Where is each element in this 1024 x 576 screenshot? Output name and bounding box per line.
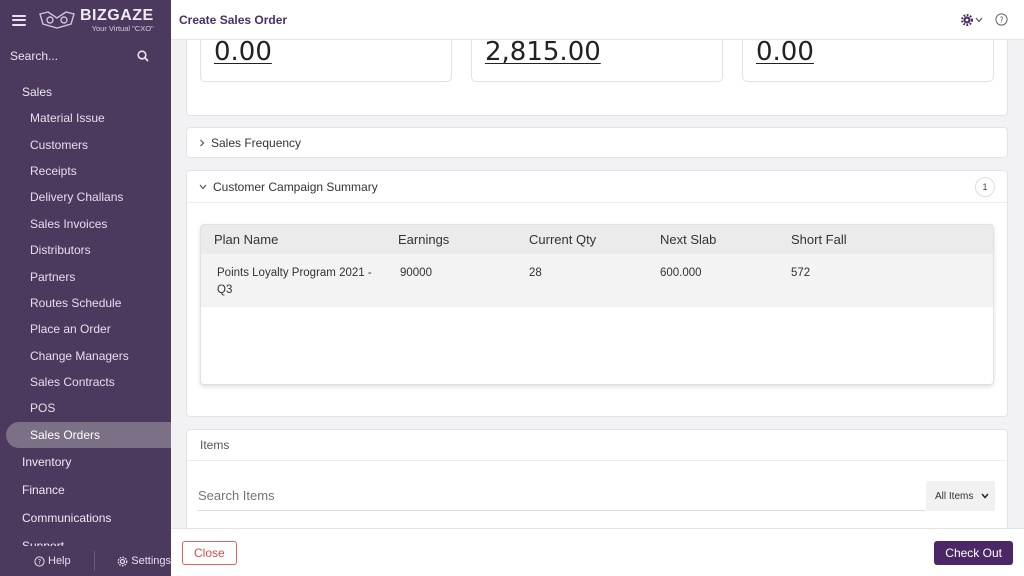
sidebar-item-sales-contracts[interactable]: Sales Contracts [30, 375, 115, 390]
help-icon[interactable]: ? [995, 13, 1008, 26]
settings-dropdown[interactable] [961, 13, 983, 26]
brand-logo[interactable]: BIZGAZE Your Virtual "CXO" [38, 6, 154, 33]
sidebar-section-finance[interactable]: Finance [22, 483, 65, 498]
search-items-input[interactable] [198, 481, 926, 511]
sidebar-item-pos[interactable]: POS [30, 401, 56, 416]
main-content: 0.00 2,815.00 0.00 Sales Frequency Custo… [171, 40, 1024, 528]
svg-text:?: ? [999, 15, 1003, 24]
sidebar-section-communications[interactable]: Communications [22, 511, 112, 526]
sales-frequency-section[interactable]: Sales Frequency [186, 127, 1008, 158]
chevron-right-icon [200, 139, 205, 146]
campaign-count-badge: 1 [975, 176, 995, 197]
owl-logo-icon [39, 11, 75, 29]
sidebar-item-distributors[interactable]: Distributors [30, 243, 91, 258]
help-icon: ? [34, 555, 45, 567]
close-button[interactable]: Close [182, 540, 237, 565]
action-footer: Close Check Out [171, 528, 1024, 576]
sidebar-footer: ? Help Settings [0, 546, 171, 576]
brand-name: BIZGAZE [80, 6, 154, 24]
sidebar-section-sales[interactable]: Sales [22, 84, 53, 99]
column-header-current-qty[interactable]: Current Qty [529, 232, 597, 247]
sidebar-section-inventory[interactable]: Inventory [22, 455, 72, 470]
check-out-button[interactable]: Check Out [934, 540, 1013, 565]
gear-icon [961, 13, 973, 26]
sidebar-search-input[interactable]: Search... [10, 49, 59, 63]
sidebar-search[interactable]: Search... [0, 40, 171, 72]
sidebar-item-delivery-challans[interactable]: Delivery Challans [30, 190, 124, 205]
campaign-table: Plan Name Earnings Current Qty Next Slab… [200, 224, 994, 385]
campaign-section-label: Customer Campaign Summary [213, 179, 378, 194]
chevron-down-icon [981, 493, 989, 499]
stat-tile: 2,815.00 [471, 40, 723, 82]
column-header-short-fall[interactable]: Short Fall [791, 232, 847, 247]
header-tools: ? [961, 13, 1008, 26]
sidebar-item-receipts[interactable]: Receipts [30, 163, 77, 178]
items-section: Items All Items [186, 429, 1008, 528]
help-label: Help [48, 555, 71, 567]
column-header-next-slab[interactable]: Next Slab [660, 232, 717, 247]
cell-current-qty: 28 [529, 267, 542, 279]
cell-earnings: 90000 [400, 267, 432, 279]
sidebar-item-sales-orders[interactable]: Sales Orders [6, 421, 171, 449]
stat-value[interactable]: 0.00 [756, 40, 814, 67]
settings-label: Settings [131, 555, 171, 567]
sidebar: BIZGAZE Your Virtual "CXO" Search... Sal… [0, 0, 171, 576]
gear-icon [117, 556, 128, 566]
items-section-header: Items [187, 430, 1007, 461]
page-header: Create Sales Order ? [171, 0, 1024, 40]
stat-value[interactable]: 2,815.00 [485, 40, 601, 67]
brand-tagline: Your Virtual "CXO" [91, 23, 154, 33]
page-title: Create Sales Order [179, 12, 288, 27]
sidebar-top: BIZGAZE Your Virtual "CXO" [0, 0, 171, 40]
cell-next-slab: 600.000 [660, 267, 702, 279]
column-header-plan-name[interactable]: Plan Name [214, 232, 279, 247]
chevron-down-icon [975, 17, 983, 22]
items-filter-select[interactable]: All Items [926, 481, 995, 511]
cell-short-fall: 572 [791, 267, 811, 279]
hamburger-menu-icon[interactable] [12, 14, 26, 26]
campaign-section-header[interactable]: Customer Campaign Summary 1 [187, 171, 1007, 203]
table-row[interactable]: Points Loyalty Program 2021 - Q3 90000 2… [201, 254, 993, 307]
sidebar-item-material-issue[interactable]: Material Issue [30, 111, 105, 126]
sidebar-item-routes-schedule[interactable]: Routes Schedule [30, 295, 122, 310]
help-link[interactable]: ? Help [0, 551, 96, 571]
column-header-earnings[interactable]: Earnings [398, 232, 450, 247]
stat-tile: 0.00 [200, 40, 452, 82]
cell-plan-name: Points Loyalty Program 2021 - Q3 [217, 267, 372, 296]
settings-link[interactable]: Settings [95, 555, 171, 567]
stat-value[interactable]: 0.00 [214, 40, 272, 67]
sidebar-item-customers[interactable]: Customers [30, 137, 89, 152]
sidebar-item-place-an-order[interactable]: Place an Order [30, 322, 111, 337]
sidebar-item-partners[interactable]: Partners [30, 269, 76, 284]
sidebar-item-sales-invoices[interactable]: Sales Invoices [30, 216, 108, 231]
sidebar-menu: Sales Material Issue Customers Receipts … [0, 72, 171, 560]
chevron-down-icon [199, 184, 207, 189]
table-header-row: Plan Name Earnings Current Qty Next Slab… [201, 225, 993, 254]
items-search-row: All Items [198, 481, 995, 511]
items-filter-value: All Items [935, 490, 974, 502]
sidebar-item-change-managers[interactable]: Change Managers [30, 348, 129, 363]
customer-campaign-summary-section: Customer Campaign Summary 1 Plan Name Ea… [186, 170, 1008, 417]
summary-stats-card: 0.00 2,815.00 0.00 [186, 40, 1008, 116]
svg-text:?: ? [38, 558, 42, 566]
stat-tile: 0.00 [742, 40, 994, 82]
search-icon[interactable] [137, 50, 149, 62]
sales-frequency-label: Sales Frequency [211, 135, 302, 150]
